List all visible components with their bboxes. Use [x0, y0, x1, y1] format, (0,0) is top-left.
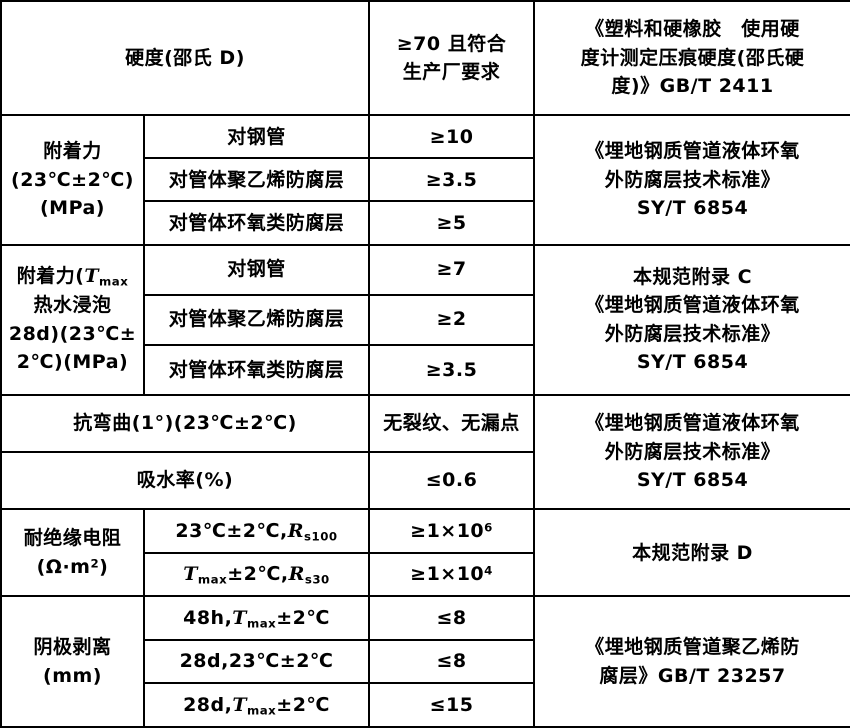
cell-adhesion23-value-1: ≥10: [368, 114, 536, 160]
cell-adhesion23-value-2: ≥3.5: [368, 157, 536, 203]
cell-adhesion-tmax-item-3: 对管体环氧类防腐层: [142, 343, 371, 396]
table-row: 附着力(Tmax 热水浸泡 28d)(23℃± 2℃)(MPa) 对钢管 ≥7 …: [0, 243, 850, 396]
cell-insulation-label: 耐绝缘电阻 (Ω·m2): [0, 508, 145, 598]
cell-hardness-label: 硬度(邵氏 D): [0, 0, 371, 117]
cell-adhesion-tmax-value-3: ≥3.5: [368, 343, 536, 396]
cell-cathodic-label: 阴极剥离 (mm): [0, 595, 145, 728]
cell-cathodic-value-1: ≤8: [368, 595, 536, 642]
cell-adhesion-tmax-item-2: 对管体聚乙烯防腐层: [142, 293, 371, 346]
table-row: Tmax±2℃,Rs30 ≥1×104: [1, 551, 850, 598]
cell-adhesion23-label: 附着力 (23℃±2℃) (MPa): [0, 114, 145, 246]
cell-cathodic-item-2: 28d,23℃±2℃: [142, 639, 371, 685]
hardness-value-line-1: ≥70 且符合: [396, 32, 507, 55]
adhesion-tmax-ref-line-1: 本规范附录 C: [632, 265, 753, 288]
cell-insulation-item-2: Tmax±2℃,Rs30: [142, 551, 371, 598]
cell-adhesion-tmax-ref: 本规范附录 C 《埋地钢质管道液体环氧 外防腐层技术标准》 SY/T 6854: [533, 243, 850, 396]
cathodic-label-line-2: (mm): [43, 664, 102, 687]
table-row: 对管体聚乙烯防腐层 ≥3.5: [1, 157, 850, 203]
cell-adhesion23-item-2: 对管体聚乙烯防腐层: [142, 157, 371, 203]
cell-adhesion23-item-3: 对管体环氧类防腐层: [142, 200, 371, 246]
adhesion-tmax-ref-line-2: 《埋地钢质管道液体环氧: [585, 294, 800, 317]
bending-ref-line-2: 外防腐层技术标准》: [604, 440, 781, 463]
cell-insulation-item-1: 23℃±2℃,Rs100: [142, 508, 371, 554]
table-row: 抗弯曲(1°)(23℃±2℃) 无裂纹、无漏点 《埋地钢质管道液体环氧 外防腐层…: [0, 393, 850, 511]
adhesion-tmax-ref-line-4: SY/T 6854: [636, 351, 749, 374]
table-row: 耐绝缘电阻 (Ω·m2) 23℃±2℃,Rs100 ≥1×106 本规范附录 D: [0, 508, 850, 598]
adhesion23-ref-line-2: 外防腐层技术标准》: [604, 168, 781, 191]
table-row: 对管体环氧类防腐层 ≥3.5: [1, 343, 850, 396]
cell-hardness-value: ≥70 且符合 生产厂要求: [368, 0, 536, 117]
hardness-value-line-2: 生产厂要求: [402, 61, 501, 84]
cell-insulation-value-1: ≥1×106: [368, 508, 536, 554]
hardness-ref-line-1: 《塑料和硬橡胶 使用硬: [585, 18, 800, 41]
cell-adhesion23-value-3: ≥5: [368, 200, 536, 246]
hardness-ref-line-2: 度计测定压痕硬度(邵氏硬: [580, 46, 805, 69]
cell-cathodic-item-3: 28d,Tmax±2℃: [142, 682, 371, 728]
bending-ref-line-3: SY/T 6854: [636, 469, 749, 492]
adhesion-tmax-ref-line-3: 外防腐层技术标准》: [604, 322, 781, 345]
cell-insulation-ref: 本规范附录 D: [533, 508, 850, 598]
cell-adhesion-tmax-value-1: ≥7: [368, 243, 536, 296]
cell-adhesion23-item-1: 对钢管: [142, 114, 371, 160]
table-row: 对管体聚乙烯防腐层 ≥2: [1, 293, 850, 346]
cathodic-label-line-1: 阴极剥离: [33, 636, 112, 659]
insulation-label-line-2: (Ω·m2): [36, 555, 109, 578]
cell-adhesion-tmax-value-2: ≥2: [368, 293, 536, 346]
table-row: 28d,Tmax±2℃ ≤15: [1, 682, 850, 728]
adhesion-tmax-label-line-4: 2℃)(MPa): [16, 351, 129, 374]
adhesion23-label-line-1: 附着力: [43, 140, 102, 163]
table-row: 对管体环氧类防腐层 ≥5: [1, 200, 850, 246]
adhesion-tmax-label-line-1: 附着力(Tmax: [16, 265, 129, 289]
hardness-label: 硬度(邵氏 D): [125, 46, 245, 69]
table-row: 28d,23℃±2℃ ≤8: [1, 639, 850, 685]
cell-water-absorption-label: 吸水率(%): [0, 451, 371, 511]
adhesion23-ref-line-1: 《埋地钢质管道液体环氧: [585, 140, 800, 163]
cell-adhesion23-ref: 《埋地钢质管道液体环氧 外防腐层技术标准》 SY/T 6854: [533, 114, 850, 246]
cell-bending-water-ref: 《埋地钢质管道液体环氧 外防腐层技术标准》 SY/T 6854: [533, 393, 850, 511]
cell-cathodic-value-3: ≤15: [368, 682, 536, 728]
table-row: 硬度(邵氏 D) ≥70 且符合 生产厂要求 《塑料和硬橡胶 使用硬 度计测定压…: [0, 0, 850, 117]
cathodic-ref-line-2: 腐层》GB/T 23257: [599, 664, 786, 687]
hardness-ref-line-3: 度)》GB/T 2411: [611, 75, 774, 98]
cathodic-ref-line-1: 《埋地钢质管道聚乙烯防: [585, 636, 800, 659]
cell-hardness-ref: 《塑料和硬橡胶 使用硬 度计测定压痕硬度(邵氏硬 度)》GB/T 2411: [533, 0, 850, 117]
cell-adhesion-tmax-label: 附着力(Tmax 热水浸泡 28d)(23℃± 2℃)(MPa): [0, 243, 145, 396]
cell-bending-label: 抗弯曲(1°)(23℃±2℃): [0, 393, 371, 454]
cell-insulation-value-2: ≥1×104: [368, 551, 536, 598]
cell-cathodic-value-2: ≤8: [368, 639, 536, 685]
table-row: 附着力 (23℃±2℃) (MPa) 对钢管 ≥10 《埋地钢质管道液体环氧 外…: [0, 114, 850, 246]
adhesion23-label-line-3: (MPa): [39, 197, 105, 220]
adhesion-tmax-label-line-2: 热水浸泡: [33, 294, 112, 317]
cell-bending-value: 无裂纹、无漏点: [368, 393, 536, 454]
adhesion-tmax-label-line-3: 28d)(23℃±: [8, 322, 137, 345]
cell-cathodic-ref: 《埋地钢质管道聚乙烯防 腐层》GB/T 23257: [533, 595, 850, 728]
cell-adhesion-tmax-item-1: 对钢管: [142, 243, 371, 296]
adhesion23-label-line-2: (23℃±2℃): [11, 168, 134, 191]
bending-ref-line-1: 《埋地钢质管道液体环氧: [585, 412, 800, 435]
table-row: 吸水率(%) ≤0.6: [0, 451, 850, 511]
cell-cathodic-item-1: 48h,Tmax±2℃: [142, 595, 371, 642]
table-row: 阴极剥离 (mm) 48h,Tmax±2℃ ≤8 《埋地钢质管道聚乙烯防 腐层》…: [0, 595, 850, 728]
cell-water-absorption-value: ≤0.6: [368, 451, 536, 511]
adhesion23-ref-line-3: SY/T 6854: [636, 197, 749, 220]
insulation-label-line-1: 耐绝缘电阻: [23, 527, 122, 550]
